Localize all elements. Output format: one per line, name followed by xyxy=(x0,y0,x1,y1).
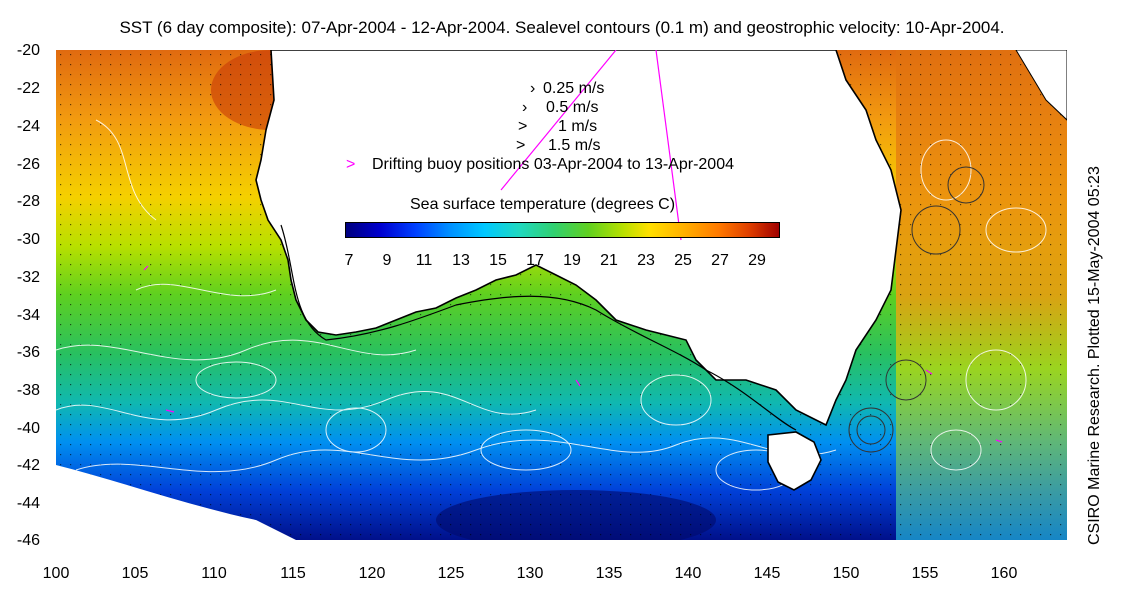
x-tick-label: 160 xyxy=(990,565,1018,582)
x-tick-label: 110 xyxy=(201,565,227,582)
x-tick-label: 100 xyxy=(42,565,70,582)
y-tick-label: -44 xyxy=(16,495,40,512)
velocity-arrow-icon: > xyxy=(518,118,528,135)
y-tick-label: -42 xyxy=(16,457,40,474)
colorbar-tick: 7 xyxy=(344,252,354,269)
y-tick-label: -28 xyxy=(16,193,40,210)
y-tick-label: -38 xyxy=(16,382,40,399)
eddy-circulation xyxy=(848,166,985,453)
colorbar-title: Sea surface temperature (degrees C) xyxy=(410,196,676,213)
map-title: SST (6 day composite): 07-Apr-2004 - 12-… xyxy=(119,18,1005,37)
y-tick-label: -20 xyxy=(16,42,40,59)
y-tick-label: -32 xyxy=(16,269,40,286)
sst-map[interactable] xyxy=(56,50,1067,540)
y-tick-label: -46 xyxy=(16,532,40,549)
velocity-arrow-icon: › xyxy=(530,80,536,97)
colorbar-tick: 21 xyxy=(600,252,618,269)
legend-velocity-2: 0.5 m/s xyxy=(546,99,599,116)
x-tick-label: 135 xyxy=(595,565,623,582)
legend-buoys: Drifting buoy positions 03-Apr-2004 to 1… xyxy=(372,156,734,173)
colorbar-tick: 19 xyxy=(563,252,581,269)
y-tick-label: -36 xyxy=(16,344,40,361)
y-tick-label: -26 xyxy=(16,156,40,173)
credit-text: CSIRO Marine Research. Plotted 15-May-20… xyxy=(1086,166,1103,545)
x-tick-label: 115 xyxy=(280,565,306,582)
y-tick-label: -30 xyxy=(16,231,40,248)
y-tick-label: -40 xyxy=(16,420,40,437)
legend-velocity-3: 1 m/s xyxy=(558,118,598,135)
colorbar-tick: 29 xyxy=(748,252,766,269)
x-tick-label: 140 xyxy=(674,565,702,582)
sst-colorbar xyxy=(345,222,780,238)
new-zealand-edge xyxy=(1015,50,1067,121)
colorbar-tick: 17 xyxy=(526,252,544,269)
x-tick-label: 125 xyxy=(437,565,465,582)
legend-velocity-1: 0.25 m/s xyxy=(543,80,605,97)
x-tick-label: 145 xyxy=(753,565,781,582)
sst-map-canvas xyxy=(56,50,1067,540)
x-tick-label: 105 xyxy=(121,565,149,582)
x-tick-label: 150 xyxy=(832,565,860,582)
buoy-marker-icon: > xyxy=(346,156,356,173)
legend-velocity-4: 1.5 m/s xyxy=(548,137,601,154)
buoy-tracks xyxy=(143,50,1003,443)
southern-no-data xyxy=(56,465,296,540)
y-tick-label: -22 xyxy=(16,80,40,97)
shelf-contour xyxy=(280,224,797,431)
y-tick-label: -34 xyxy=(16,307,40,324)
x-tick-label: 120 xyxy=(358,565,386,582)
velocity-arrow-icon: › xyxy=(522,99,528,116)
tasmania-land xyxy=(767,431,822,491)
x-tick-label: 155 xyxy=(911,565,939,582)
colorbar-tick: 13 xyxy=(452,252,470,269)
colorbar-tick: 25 xyxy=(674,252,692,269)
x-tick-label: 130 xyxy=(516,565,544,582)
colorbar-tick: 27 xyxy=(711,252,729,269)
sealevel-contours xyxy=(56,119,1047,491)
velocity-arrow-icon: > xyxy=(516,137,526,154)
colorbar-tick: 15 xyxy=(489,252,507,269)
y-tick-label: -24 xyxy=(16,118,40,135)
colorbar-tick: 23 xyxy=(637,252,655,269)
colorbar-tick: 9 xyxy=(382,252,392,269)
colorbar-tick: 11 xyxy=(415,252,433,269)
